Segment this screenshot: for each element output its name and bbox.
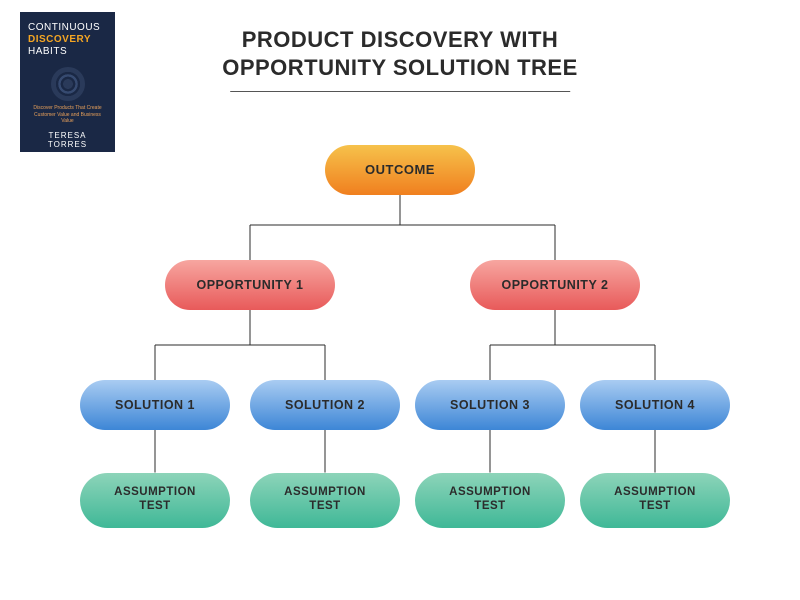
title-underline bbox=[230, 91, 570, 92]
title-line2: OPPORTUNITY SOLUTION TREE bbox=[222, 55, 578, 80]
node-test3: ASSUMPTION TEST bbox=[415, 473, 565, 528]
node-opp2: OPPORTUNITY 2 bbox=[470, 260, 640, 310]
node-sol2: SOLUTION 2 bbox=[250, 380, 400, 430]
book-swirl-graphic bbox=[51, 67, 85, 101]
opportunity-solution-tree: OUTCOME OPPORTUNITY 1 OPPORTUNITY 2 SOLUTIO… bbox=[0, 120, 800, 590]
book-title-line1: CONTINUOUS bbox=[28, 22, 107, 33]
book-title-line2: DISCOVERY bbox=[28, 34, 107, 45]
title-line1: PRODUCT DISCOVERY WITH bbox=[242, 27, 559, 52]
node-test2: ASSUMPTION TEST bbox=[250, 473, 400, 528]
node-test1: ASSUMPTION TEST bbox=[80, 473, 230, 528]
node-outcome: OUTCOME bbox=[325, 145, 475, 195]
node-opp1: OPPORTUNITY 1 bbox=[165, 260, 335, 310]
node-test4: ASSUMPTION TEST bbox=[580, 473, 730, 528]
node-sol4: SOLUTION 4 bbox=[580, 380, 730, 430]
node-sol1: SOLUTION 1 bbox=[80, 380, 230, 430]
book-title-line3: HABITS bbox=[28, 46, 107, 57]
node-sol3: SOLUTION 3 bbox=[415, 380, 565, 430]
page-title: PRODUCT DISCOVERY WITH OPPORTUNITY SOLUT… bbox=[222, 26, 578, 92]
